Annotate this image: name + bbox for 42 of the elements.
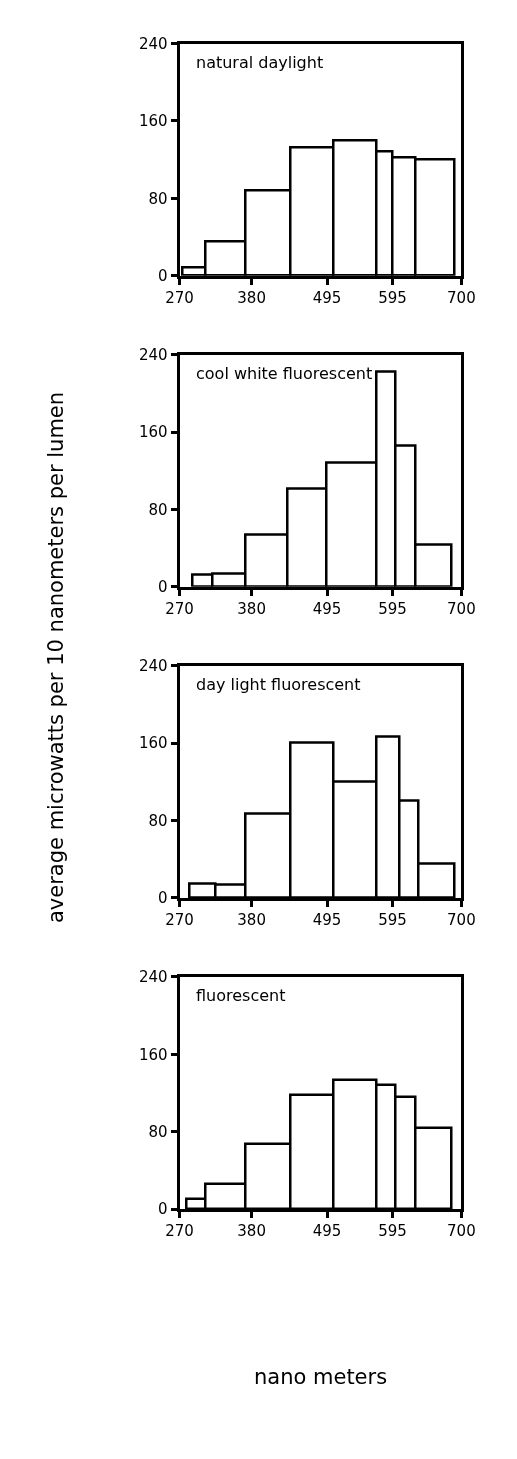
x-tick-label: 495: [312, 910, 342, 929]
y-tick-label: 160: [138, 734, 168, 753]
y-tick-label: 80: [148, 500, 168, 519]
x-tick-label: 380: [237, 288, 266, 307]
x-axis-title: nano meters: [254, 1365, 388, 1389]
x-tick-label: 270: [165, 1222, 194, 1241]
x-tick-label: 380: [237, 1222, 266, 1241]
y-tick-label: 0: [157, 266, 168, 285]
y-tick-label: 80: [148, 189, 168, 208]
text: fluorescent: [196, 986, 286, 1005]
x-tick-label: 700: [447, 288, 476, 307]
y-tick-label: 0: [157, 1200, 168, 1219]
x-tick-label: 700: [447, 1222, 476, 1241]
x-tick-label: 270: [165, 599, 194, 618]
x-tick-label: 595: [378, 910, 407, 929]
text: natural daylight: [196, 53, 324, 72]
x-tick-label: 495: [312, 288, 342, 307]
x-tick-label: 595: [378, 288, 407, 307]
y-tick-label: 240: [138, 345, 168, 364]
x-tick-label: 495: [312, 599, 342, 618]
x-tick-label: 380: [237, 599, 266, 618]
x-tick-label: 495: [312, 1222, 342, 1241]
x-tick-label: 270: [165, 288, 194, 307]
y-tick-label: 240: [138, 34, 168, 53]
y-axis-title: average microwatts per 10 nanometers per lumen: [44, 391, 69, 924]
y-tick-label: 80: [148, 1122, 168, 1141]
x-tick-label: 595: [378, 1222, 407, 1241]
x-tick-label: 700: [447, 599, 476, 618]
y-tick-label: 0: [157, 889, 168, 908]
y-tick-label: 160: [138, 1045, 168, 1064]
x-tick-label: 380: [237, 910, 266, 929]
y-tick-label: 160: [138, 112, 168, 131]
y-tick-label: 240: [138, 657, 168, 676]
x-tick-label: 595: [378, 599, 407, 618]
y-tick-label: 240: [138, 968, 168, 987]
text: day light fluorescent: [196, 675, 361, 694]
y-tick-label: 80: [148, 811, 168, 830]
text: cool white fluorescent: [196, 364, 373, 383]
x-tick-label: 700: [447, 910, 476, 929]
y-tick-label: 0: [157, 578, 168, 597]
x-tick-label: 270: [165, 910, 194, 929]
y-tick-label: 160: [138, 423, 168, 442]
